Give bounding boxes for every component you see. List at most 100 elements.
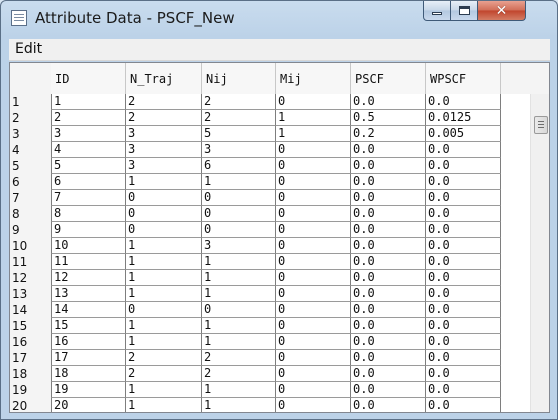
column-header[interactable]: Nij	[202, 63, 276, 94]
attribute-table[interactable]: ID N_Traj Nij Mij PSCF WPSCF 1 1 2 2 0 0.0 0.0 2 2 2 2 1…	[9, 62, 550, 413]
table-row[interactable]: 15 15 1 1 0 0.0 0.0	[10, 318, 506, 334]
table-cell[interactable]: 19	[51, 382, 126, 398]
table-cell[interactable]: 0.0	[426, 254, 501, 270]
table-cell[interactable]: 3	[126, 126, 202, 142]
table-cell[interactable]: 17	[51, 350, 126, 366]
table-cell[interactable]: 1	[276, 110, 351, 126]
table-cell[interactable]: 0	[276, 398, 351, 412]
table-cell[interactable]: 0.0	[351, 158, 426, 174]
row-number[interactable]: 8	[10, 206, 51, 222]
table-cell[interactable]: 0.0	[426, 382, 501, 398]
row-number[interactable]: 12	[10, 270, 51, 286]
table-cell[interactable]: 1	[126, 382, 202, 398]
table-cell[interactable]: 5	[51, 158, 126, 174]
table-cell[interactable]: 0.0	[351, 382, 426, 398]
maximize-button[interactable]	[451, 1, 478, 21]
table-cell[interactable]: 0.2	[351, 126, 426, 142]
table-row[interactable]: 7 7 0 0 0 0.0 0.0	[10, 190, 506, 206]
row-number[interactable]: 1	[10, 94, 51, 110]
table-cell[interactable]: 0.0	[426, 350, 501, 366]
table-cell[interactable]: 0	[276, 270, 351, 286]
table-row[interactable]: 17 17 2 2 0 0.0 0.0	[10, 350, 506, 366]
table-cell[interactable]: 0.0	[351, 206, 426, 222]
table-cell[interactable]: 1	[202, 318, 276, 334]
table-cell[interactable]: 1	[202, 270, 276, 286]
table-cell[interactable]: 0	[276, 158, 351, 174]
table-cell[interactable]: 1	[126, 254, 202, 270]
row-number[interactable]: 4	[10, 142, 51, 158]
table-cell[interactable]: 1	[202, 382, 276, 398]
table-row[interactable]: 14 14 0 0 0 0.0 0.0	[10, 302, 506, 318]
table-cell[interactable]: 12	[51, 270, 126, 286]
table-row[interactable]: 11 11 1 1 0 0.0 0.0	[10, 254, 506, 270]
table-cell[interactable]: 0.0	[351, 174, 426, 190]
table-cell[interactable]: 0.0	[426, 158, 501, 174]
row-number[interactable]: 10	[10, 238, 51, 254]
table-cell[interactable]: 0	[202, 222, 276, 238]
table-row[interactable]: 4 4 3 3 0 0.0 0.0	[10, 142, 506, 158]
table-row[interactable]: 18 18 2 2 0 0.0 0.0	[10, 366, 506, 382]
table-cell[interactable]: 3	[51, 126, 126, 142]
table-row[interactable]: 12 12 1 1 0 0.0 0.0	[10, 270, 506, 286]
column-header[interactable]: WPSCF	[426, 63, 501, 94]
table-cell[interactable]: 3	[202, 238, 276, 254]
table-row[interactable]: 8 8 0 0 0 0.0 0.0	[10, 206, 506, 222]
vertical-scrollbar[interactable]	[530, 94, 549, 412]
table-cell[interactable]: 0	[276, 334, 351, 350]
row-number[interactable]: 14	[10, 302, 51, 318]
table-row[interactable]: 6 6 1 1 0 0.0 0.0	[10, 174, 506, 190]
table-cell[interactable]: 0.0	[426, 334, 501, 350]
table-cell[interactable]: 0.0	[426, 286, 501, 302]
table-cell[interactable]: 0.0	[351, 142, 426, 158]
table-cell[interactable]: 1	[126, 286, 202, 302]
table-cell[interactable]: 0	[276, 94, 351, 110]
table-cell[interactable]: 1	[126, 334, 202, 350]
table-cell[interactable]: 3	[202, 142, 276, 158]
table-row[interactable]: 2 2 2 2 1 0.5 0.0125	[10, 110, 506, 126]
table-cell[interactable]: 0.0	[426, 94, 501, 110]
table-cell[interactable]: 13	[51, 286, 126, 302]
table-cell[interactable]: 20	[51, 398, 126, 412]
table-cell[interactable]: 10	[51, 238, 126, 254]
table-cell[interactable]: 2	[202, 350, 276, 366]
row-number[interactable]: 17	[10, 350, 51, 366]
table-cell[interactable]: 0.0	[426, 302, 501, 318]
table-cell[interactable]: 0	[276, 318, 351, 334]
table-cell[interactable]: 0	[276, 366, 351, 382]
table-row[interactable]: 9 9 0 0 0 0.0 0.0	[10, 222, 506, 238]
row-number[interactable]: 20	[10, 398, 51, 412]
table-cell[interactable]: 1	[126, 398, 202, 412]
table-cell[interactable]: 0	[276, 254, 351, 270]
table-cell[interactable]: 1	[51, 94, 126, 110]
table-cell[interactable]: 15	[51, 318, 126, 334]
table-row[interactable]: 13 13 1 1 0 0.0 0.0	[10, 286, 506, 302]
table-cell[interactable]: 6	[51, 174, 126, 190]
table-cell[interactable]: 0	[276, 238, 351, 254]
table-cell[interactable]: 0	[276, 206, 351, 222]
table-cell[interactable]: 2	[126, 350, 202, 366]
table-cell[interactable]: 0	[126, 302, 202, 318]
table-cell[interactable]: 0.0	[351, 190, 426, 206]
scrollbar-thumb[interactable]	[534, 116, 548, 134]
table-cell[interactable]: 8	[51, 206, 126, 222]
table-cell[interactable]: 2	[202, 94, 276, 110]
table-row[interactable]: 3 3 3 5 1 0.2 0.005	[10, 126, 506, 142]
table-row[interactable]: 5 5 3 6 0 0.0 0.0	[10, 158, 506, 174]
table-cell[interactable]: 0	[276, 142, 351, 158]
table-cell[interactable]: 0.0	[351, 302, 426, 318]
table-cell[interactable]: 0.0	[426, 318, 501, 334]
table-cell[interactable]: 0.0	[351, 318, 426, 334]
table-cell[interactable]: 18	[51, 366, 126, 382]
table-corner[interactable]	[10, 63, 51, 94]
table-cell[interactable]: 1	[126, 270, 202, 286]
table-cell[interactable]: 0	[276, 350, 351, 366]
table-cell[interactable]: 0	[126, 222, 202, 238]
table-cell[interactable]: 1	[202, 334, 276, 350]
table-cell[interactable]: 0.0	[351, 286, 426, 302]
table-cell[interactable]: 5	[202, 126, 276, 142]
table-cell[interactable]: 0.0	[351, 350, 426, 366]
row-number[interactable]: 3	[10, 126, 51, 142]
row-number[interactable]: 13	[10, 286, 51, 302]
minimize-button[interactable]	[423, 1, 451, 21]
table-cell[interactable]: 9	[51, 222, 126, 238]
